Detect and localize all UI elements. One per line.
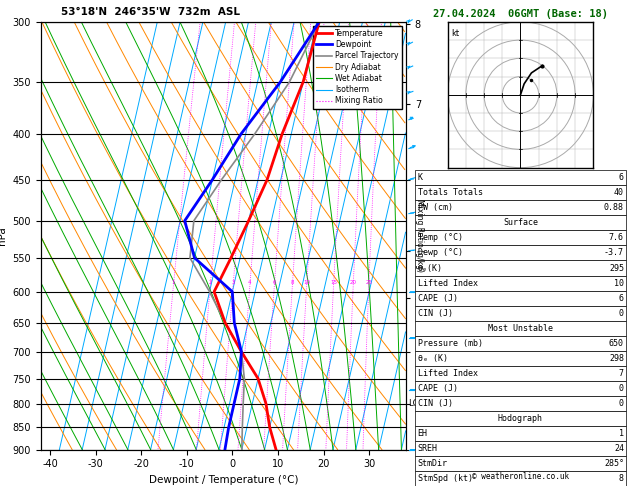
Text: Dewp (°C): Dewp (°C): [418, 248, 463, 258]
Text: LCL: LCL: [408, 399, 423, 408]
Y-axis label: km
ASL: km ASL: [422, 226, 444, 245]
Text: 8: 8: [619, 474, 624, 484]
Text: Lifted Index: Lifted Index: [418, 369, 477, 378]
Text: 6: 6: [272, 280, 276, 285]
Text: Mixing Ratio (g/kg): Mixing Ratio (g/kg): [415, 199, 424, 272]
Text: 20: 20: [350, 280, 357, 285]
Text: 15: 15: [330, 280, 337, 285]
Y-axis label: hPa: hPa: [0, 226, 7, 245]
Text: 7.6: 7.6: [609, 233, 624, 243]
Text: 27.04.2024  06GMT (Base: 18): 27.04.2024 06GMT (Base: 18): [433, 9, 608, 19]
Text: 53°18'N  246°35'W  732m  ASL: 53°18'N 246°35'W 732m ASL: [61, 7, 240, 17]
Text: K: K: [418, 173, 423, 182]
Text: 10: 10: [303, 280, 310, 285]
Text: CAPE (J): CAPE (J): [418, 384, 458, 393]
Text: PW (cm): PW (cm): [418, 203, 453, 212]
Text: 1: 1: [619, 429, 624, 438]
Text: CAPE (J): CAPE (J): [418, 294, 458, 303]
Text: 298: 298: [609, 354, 624, 363]
Text: 295: 295: [609, 263, 624, 273]
Text: -3.7: -3.7: [604, 248, 624, 258]
Text: 0.88: 0.88: [604, 203, 624, 212]
Text: 24: 24: [614, 444, 624, 453]
Text: θₑ(K): θₑ(K): [418, 263, 443, 273]
Text: θₑ (K): θₑ (K): [418, 354, 448, 363]
Text: 0: 0: [619, 384, 624, 393]
Text: Hodograph: Hodograph: [498, 414, 543, 423]
Legend: Temperature, Dewpoint, Parcel Trajectory, Dry Adiabat, Wet Adiabat, Isotherm, Mi: Temperature, Dewpoint, Parcel Trajectory…: [313, 26, 402, 108]
Text: Pressure (mb): Pressure (mb): [418, 339, 482, 348]
Text: EH: EH: [418, 429, 428, 438]
Text: 0: 0: [619, 309, 624, 318]
Text: 10: 10: [614, 278, 624, 288]
Text: Temp (°C): Temp (°C): [418, 233, 463, 243]
Text: Surface: Surface: [503, 218, 538, 227]
Text: 2: 2: [209, 280, 212, 285]
X-axis label: Dewpoint / Temperature (°C): Dewpoint / Temperature (°C): [148, 475, 298, 485]
Text: 40: 40: [614, 188, 624, 197]
Text: StmDir: StmDir: [418, 459, 448, 469]
Text: © weatheronline.co.uk: © weatheronline.co.uk: [472, 472, 569, 481]
Text: 0: 0: [619, 399, 624, 408]
Text: 285°: 285°: [604, 459, 624, 469]
Text: Lifted Index: Lifted Index: [418, 278, 477, 288]
Text: 6: 6: [619, 294, 624, 303]
Text: 8: 8: [291, 280, 294, 285]
Text: CIN (J): CIN (J): [418, 399, 453, 408]
Text: 650: 650: [609, 339, 624, 348]
Text: Most Unstable: Most Unstable: [488, 324, 553, 333]
Text: StmSpd (kt): StmSpd (kt): [418, 474, 472, 484]
Text: CIN (J): CIN (J): [418, 309, 453, 318]
Text: SREH: SREH: [418, 444, 438, 453]
Text: kt: kt: [451, 29, 459, 38]
Text: 6: 6: [619, 173, 624, 182]
Text: 4: 4: [248, 280, 252, 285]
Text: 7: 7: [619, 369, 624, 378]
Text: Totals Totals: Totals Totals: [418, 188, 482, 197]
Text: 25: 25: [365, 280, 372, 285]
Text: 1: 1: [172, 280, 175, 285]
Text: 3: 3: [231, 280, 235, 285]
